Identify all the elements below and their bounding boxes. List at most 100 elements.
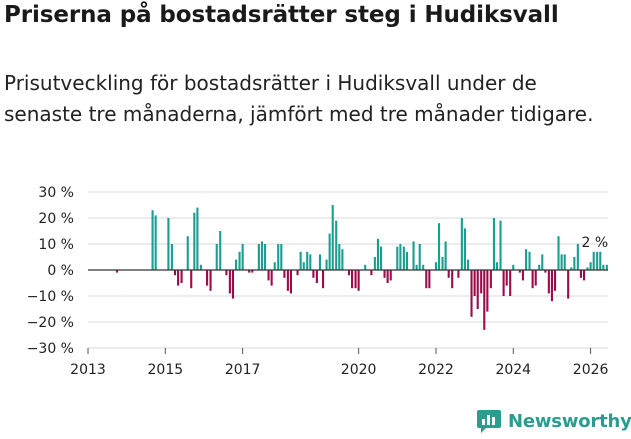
bar bbox=[296, 270, 299, 276]
chart-title: Priserna på bostadsrätter steg i Hudiksv… bbox=[4, 2, 559, 28]
bar bbox=[489, 270, 492, 289]
bar bbox=[492, 218, 495, 270]
bar bbox=[289, 270, 293, 294]
bar bbox=[154, 215, 157, 270]
bar bbox=[251, 270, 254, 273]
bar bbox=[193, 212, 196, 270]
bar bbox=[422, 264, 425, 270]
bar bbox=[499, 220, 502, 270]
bar bbox=[582, 270, 586, 281]
bar bbox=[509, 270, 512, 296]
x-tick-label: 2013 bbox=[70, 362, 106, 378]
bar bbox=[167, 218, 170, 270]
bar bbox=[573, 257, 576, 270]
bar bbox=[434, 262, 438, 270]
x-tick-label: 2020 bbox=[341, 362, 377, 378]
newsworthy-logo: Newsworthy bbox=[476, 408, 631, 434]
bar bbox=[586, 267, 589, 270]
bar bbox=[599, 251, 602, 270]
bar bbox=[325, 259, 328, 270]
bar bbox=[347, 270, 351, 276]
newsworthy-logo-icon bbox=[477, 410, 501, 433]
last-value-label: 2 % bbox=[582, 235, 609, 251]
y-tick-label: 20 % bbox=[38, 211, 74, 227]
bar bbox=[190, 270, 193, 289]
bar bbox=[447, 270, 450, 278]
bar bbox=[547, 270, 550, 294]
bar bbox=[306, 251, 309, 270]
bar bbox=[267, 270, 270, 281]
bar bbox=[364, 264, 367, 270]
bar bbox=[312, 270, 315, 278]
bar bbox=[460, 218, 463, 270]
bar bbox=[495, 262, 499, 270]
x-tick-label: 2026 bbox=[573, 362, 609, 378]
bar bbox=[476, 270, 479, 309]
bar bbox=[215, 244, 218, 270]
bar bbox=[502, 270, 505, 296]
bar bbox=[550, 270, 553, 302]
brand-name: Newsworthy bbox=[508, 410, 631, 432]
x-tick-label: 2022 bbox=[418, 362, 454, 378]
bar bbox=[357, 270, 360, 291]
bar-chart: 30 % 20 % 10 % 0 % −10 % −20 % −30 % 2013 2015 20… bbox=[27, 185, 609, 378]
bar bbox=[219, 231, 222, 270]
bar bbox=[505, 270, 508, 286]
bar bbox=[115, 270, 119, 273]
bar bbox=[196, 207, 199, 270]
bar bbox=[538, 264, 541, 270]
bar bbox=[602, 264, 605, 270]
bar bbox=[283, 270, 286, 278]
bar bbox=[206, 270, 209, 286]
bar bbox=[235, 259, 238, 270]
bar bbox=[518, 270, 521, 273]
bar bbox=[264, 244, 267, 270]
bar bbox=[486, 270, 489, 312]
bar bbox=[302, 262, 305, 270]
bar bbox=[322, 270, 325, 289]
bar bbox=[299, 251, 302, 270]
bar bbox=[318, 254, 322, 270]
bar bbox=[567, 270, 570, 299]
bar bbox=[531, 270, 534, 289]
bar bbox=[277, 244, 280, 270]
bar bbox=[228, 270, 231, 294]
bar bbox=[238, 251, 241, 270]
y-tick-label: −30 % bbox=[27, 341, 74, 357]
bar bbox=[225, 270, 228, 276]
bar bbox=[399, 244, 402, 270]
y-tick-label: 0 % bbox=[47, 263, 74, 279]
bar bbox=[180, 270, 183, 283]
bar bbox=[512, 264, 515, 270]
bar bbox=[396, 246, 399, 270]
bar bbox=[451, 270, 454, 289]
bar bbox=[328, 233, 331, 270]
bar bbox=[151, 210, 154, 270]
bar bbox=[335, 220, 338, 270]
bar bbox=[270, 270, 273, 286]
bar bbox=[370, 270, 373, 276]
x-tick-label: 2015 bbox=[148, 362, 184, 378]
bar bbox=[534, 270, 537, 286]
bar bbox=[544, 270, 547, 273]
bar bbox=[444, 241, 447, 270]
bar bbox=[521, 270, 524, 281]
bar bbox=[596, 251, 599, 270]
bar bbox=[351, 270, 354, 289]
bar bbox=[524, 249, 528, 270]
bar bbox=[383, 270, 386, 278]
bar bbox=[248, 270, 251, 273]
bar bbox=[418, 244, 421, 270]
bar bbox=[466, 259, 470, 270]
bar bbox=[528, 251, 531, 270]
chart-subtitle: Prisutveckling för bostadsrätter i Hudik… bbox=[4, 71, 594, 126]
bar bbox=[273, 262, 276, 270]
bar bbox=[428, 270, 431, 289]
y-tick-label: 30 % bbox=[38, 185, 74, 201]
bar bbox=[260, 241, 264, 270]
bar bbox=[592, 251, 595, 270]
bar bbox=[405, 251, 409, 270]
y-tick-label: −10 % bbox=[27, 289, 74, 305]
bar bbox=[338, 244, 341, 270]
bar bbox=[386, 270, 389, 283]
